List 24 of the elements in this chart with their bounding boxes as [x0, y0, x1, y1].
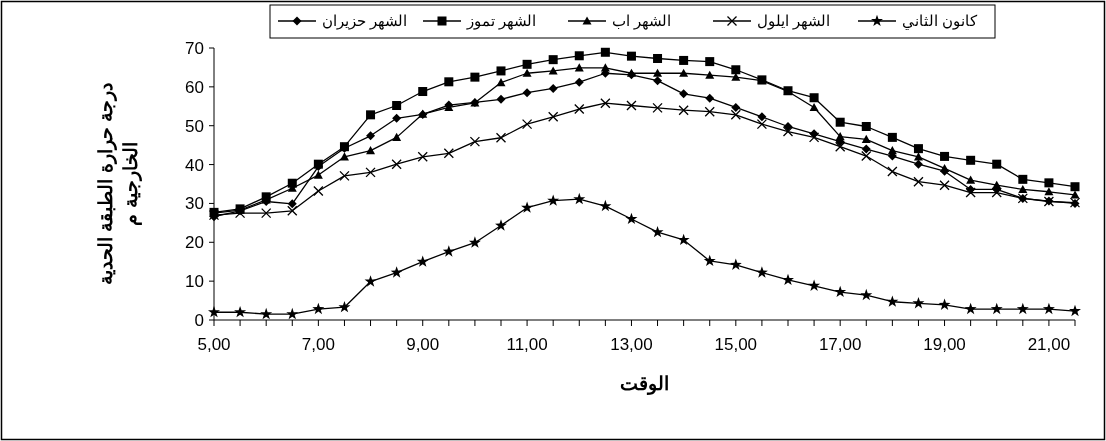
x-tick-label: 17,00: [818, 335, 862, 354]
legend-label: الشهر ايلول: [757, 12, 831, 31]
legend-label: الشهر حزيران: [322, 12, 408, 31]
y-tick-label: 60: [185, 77, 204, 97]
x-axis-title: الوقت: [620, 373, 669, 395]
x-tick-label: 5,00: [197, 335, 231, 354]
x-tick-label: 21,00: [1027, 335, 1071, 354]
legend-label: كانون الثاني: [902, 12, 979, 31]
y-tick-label: 70: [185, 38, 204, 58]
x-tick-label: 19,00: [923, 335, 966, 354]
x-tick-label: 13,00: [610, 335, 653, 354]
y-tick-label: 20: [185, 233, 204, 253]
legend-label: الشهر تموز: [466, 12, 537, 31]
y-tick-label: 50: [185, 116, 204, 136]
x-tick-label: 15,00: [714, 335, 758, 354]
x-tick-label: 11,00: [506, 335, 548, 354]
y-tick-label: 0: [194, 310, 204, 330]
y-tick-label: 30: [185, 194, 204, 214]
y-tick-label: 10: [185, 272, 204, 292]
x-tick-label: 7,00: [301, 335, 335, 354]
y-tick-label: 40: [185, 155, 204, 175]
y-axis-title: درجة حرارة الطبقة الحدية الخارجية م: [95, 83, 142, 285]
legend-label: الشهر اب: [612, 12, 672, 31]
x-tick-label: 9,00: [406, 335, 440, 354]
